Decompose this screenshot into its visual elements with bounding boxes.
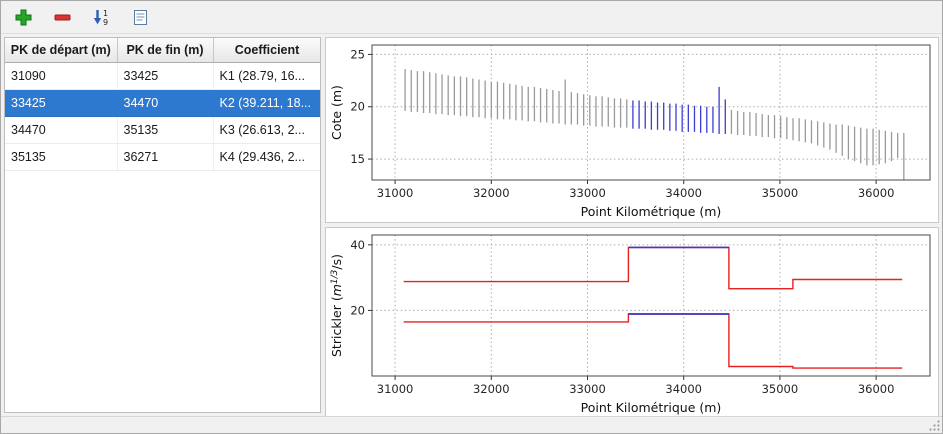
table-cell[interactable]: 35135: [5, 143, 118, 171]
svg-text:33000: 33000: [569, 382, 606, 396]
remove-button[interactable]: [50, 5, 74, 29]
svg-text:40: 40: [350, 238, 365, 252]
svg-text:Strickler (m1/3/s): Strickler (m1/3/s): [329, 254, 344, 357]
svg-text:34000: 34000: [665, 382, 702, 396]
svg-text:31000: 31000: [377, 382, 414, 396]
svg-text:Point Kilométrique (m): Point Kilométrique (m): [581, 204, 722, 219]
report-button[interactable]: [128, 5, 152, 29]
table-header-row: PK de départ (m) PK de fin (m) Coefficie…: [5, 38, 320, 63]
strickler-chart[interactable]: 31000 32000 33000 34000 35000 36000 20 40 Point …: [326, 228, 938, 416]
statusbar: [1, 416, 942, 433]
header-pk-end[interactable]: PK de fin (m): [117, 38, 214, 63]
table-cell[interactable]: K1 (28.79, 16...: [213, 62, 320, 90]
table-row[interactable]: 35135 36271 K4 (29.436, 2...: [5, 143, 320, 171]
table-cell[interactable]: K3 (26.613, 2...: [213, 116, 320, 144]
svg-text:20: 20: [350, 100, 365, 114]
svg-text:36000: 36000: [858, 186, 895, 200]
svg-text:36000: 36000: [858, 382, 895, 396]
add-icon: [15, 9, 32, 26]
svg-text:1: 1: [103, 9, 108, 18]
svg-text:25: 25: [350, 47, 365, 61]
table-cell[interactable]: 33425: [117, 62, 214, 90]
remove-icon: [54, 14, 71, 21]
coefficient-table-body: 31090 33425 K1 (28.79, 16... 33425 34470 K2 (…: [5, 62, 320, 171]
table-row[interactable]: 33425 34470 K2 (39.211, 18...: [5, 89, 320, 117]
svg-text:32000: 32000: [473, 186, 510, 200]
table-cell[interactable]: 35135: [117, 116, 214, 144]
main-content: PK de départ (m) PK de fin (m) Coefficie…: [1, 34, 942, 416]
header-pk-start[interactable]: PK de départ (m): [5, 38, 118, 63]
coefficient-table: PK de départ (m) PK de fin (m) Coefficie…: [5, 38, 320, 171]
table-cell[interactable]: 33425: [5, 89, 118, 117]
cote-chart-frame: 31000 32000 33000 34000 35000 36000 15 20 25 Poin…: [325, 37, 939, 223]
charts-panel: 31000 32000 33000 34000 35000 36000 15 20 25 Poin…: [325, 37, 939, 416]
sort-button[interactable]: 1 9: [89, 5, 113, 29]
report-icon: [134, 10, 147, 25]
header-coefficient[interactable]: Coefficient: [213, 38, 320, 63]
table-cell[interactable]: K2 (39.211, 18...: [213, 89, 320, 117]
add-button[interactable]: [11, 5, 35, 29]
table-cell[interactable]: 34470: [5, 116, 118, 144]
svg-text:Cote (m): Cote (m): [329, 85, 344, 140]
svg-text:35000: 35000: [762, 186, 799, 200]
svg-text:9: 9: [103, 18, 108, 27]
toolbar: 1 9: [1, 1, 942, 34]
table-cell[interactable]: K4 (29.436, 2...: [213, 143, 320, 171]
svg-text:15: 15: [350, 152, 365, 166]
svg-text:Point Kilométrique (m): Point Kilométrique (m): [581, 400, 722, 415]
table-cell[interactable]: 31090: [5, 62, 118, 90]
strickler-chart-frame: 31000 32000 33000 34000 35000 36000 20 40 Point …: [325, 227, 939, 416]
cote-chart[interactable]: 31000 32000 33000 34000 35000 36000 15 20 25 Poin…: [326, 38, 938, 222]
table-cell[interactable]: 36271: [117, 143, 214, 171]
svg-text:20: 20: [350, 303, 365, 317]
table-cell[interactable]: 34470: [117, 89, 214, 117]
table-row[interactable]: 34470 35135 K3 (26.613, 2...: [5, 116, 320, 144]
svg-text:34000: 34000: [665, 186, 702, 200]
svg-text:33000: 33000: [569, 186, 606, 200]
svg-text:32000: 32000: [473, 382, 510, 396]
sort-numeric-icon: 1 9: [93, 9, 108, 27]
svg-text:31000: 31000: [377, 186, 414, 200]
svg-text:35000: 35000: [762, 382, 799, 396]
resize-grip[interactable]: [928, 419, 941, 432]
coefficient-table-panel: PK de départ (m) PK de fin (m) Coefficie…: [4, 37, 321, 413]
table-row[interactable]: 31090 33425 K1 (28.79, 16...: [5, 62, 320, 90]
